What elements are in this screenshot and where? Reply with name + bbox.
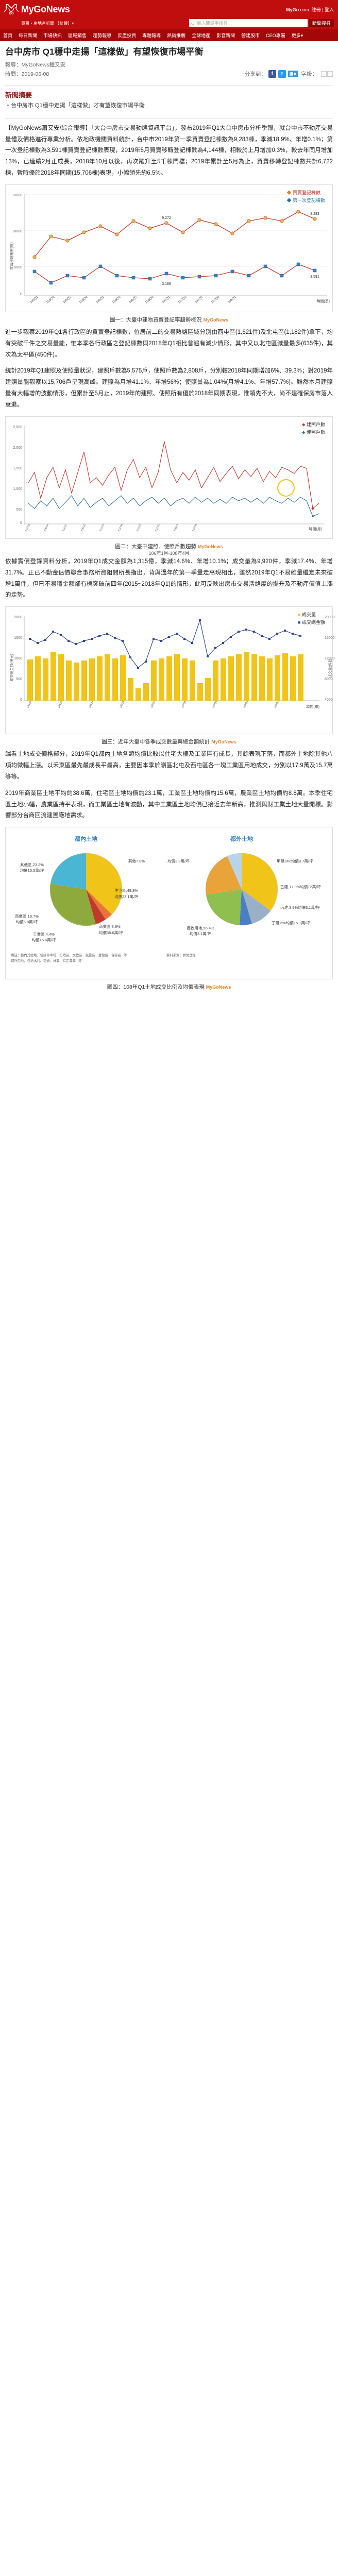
svg-text:20000: 20000 <box>325 616 335 619</box>
svg-text:均價38.6萬/坪: 均價38.6萬/坪 <box>99 930 123 935</box>
svg-text:500: 500 <box>16 508 22 512</box>
svg-text:買賣移轉棟數(棟): 買賣移轉棟數(棟) <box>9 242 14 270</box>
svg-text:住宅區,49.8%: 住宅區,49.8% <box>114 888 138 893</box>
svg-text:105Q4: 105Q4 <box>79 295 89 304</box>
svg-text:106/10: 106/10 <box>80 523 87 532</box>
svg-text:2,000: 2,000 <box>13 446 22 450</box>
svg-text:1,000: 1,000 <box>13 487 22 491</box>
svg-text:商業區,3.9%: 商業區,3.9% <box>99 924 121 929</box>
svg-text:成交量(件數): 成交量(件數) <box>328 657 332 678</box>
svg-text:105Q1: 105Q1 <box>29 295 39 304</box>
svg-text:時間(月): 時間(月) <box>309 527 322 531</box>
svg-text:9,283: 9,283 <box>310 212 319 216</box>
svg-text:107Q4: 107Q4 <box>211 295 221 304</box>
svg-text:104Q1: 104Q1 <box>57 700 63 708</box>
svg-text:都外土地: 都外土地 <box>230 835 253 842</box>
svg-text:9,272: 9,272 <box>162 216 171 220</box>
svg-text:都內土地: 都內土地 <box>74 835 97 842</box>
svg-text:5000: 5000 <box>14 266 22 269</box>
svg-text:107/04: 107/04 <box>117 523 124 532</box>
svg-text:106Q3: 106Q3 <box>128 295 138 304</box>
svg-text:106/01: 106/01 <box>25 523 31 532</box>
svg-text:均價23.1萬/坪: 均價23.1萬/坪 <box>114 894 139 899</box>
svg-text:105Q3: 105Q3 <box>119 700 125 708</box>
svg-text:成交總金額(億元): 成交總金額(億元) <box>9 654 14 682</box>
svg-text:106Q4: 106Q4 <box>145 295 155 304</box>
svg-text:10000: 10000 <box>12 230 23 233</box>
svg-text:106Q2: 106Q2 <box>150 700 156 708</box>
svg-text:4000: 4000 <box>325 698 333 702</box>
svg-text:GO: GO <box>9 12 14 15</box>
svg-text:107/07: 107/07 <box>136 523 142 532</box>
svg-text:2,500: 2,500 <box>13 426 22 429</box>
svg-text:105Q2: 105Q2 <box>46 295 56 304</box>
svg-text:1500: 1500 <box>14 636 22 640</box>
svg-text:106/07: 106/07 <box>62 523 68 532</box>
svg-text:工業區,4.4%: 工業區,4.4% <box>33 931 55 937</box>
svg-text:108/04: 108/04 <box>192 523 198 532</box>
svg-text:105Q3: 105Q3 <box>62 295 72 304</box>
svg-text:..均價3.3萬/坪: ..均價3.3萬/坪 <box>165 858 190 863</box>
svg-text:106Q1: 106Q1 <box>95 295 105 304</box>
svg-text:2000: 2000 <box>14 616 22 619</box>
svg-text:108Q1: 108Q1 <box>227 295 237 304</box>
svg-text:3,188: 3,188 <box>162 282 171 286</box>
svg-text:時間(季): 時間(季) <box>316 299 330 303</box>
svg-text:丙建,3.9%均價3.1萬/坪: 丙建,3.9%均價3.1萬/坪 <box>280 905 320 910</box>
svg-text:107Q1: 107Q1 <box>161 295 171 304</box>
svg-text:均價3.1萬/坪: 均價3.1萬/坪 <box>190 931 212 936</box>
svg-text:均價15.6萬/坪: 均價15.6萬/坪 <box>32 937 56 942</box>
svg-text:107Q4: 107Q4 <box>212 700 218 708</box>
svg-text:資料來源：實價登錄: 資料來源：實價登錄 <box>166 953 196 957</box>
svg-text:107Q1: 107Q1 <box>181 700 187 708</box>
svg-text:107Q2: 107Q2 <box>178 295 188 304</box>
svg-text:107Q3: 107Q3 <box>194 295 204 304</box>
svg-text:107/01: 107/01 <box>99 523 105 532</box>
svg-text:均價6.8萬/坪: 均價6.8萬/坪 <box>16 919 38 924</box>
svg-text:106Q2: 106Q2 <box>112 295 122 304</box>
svg-text:0: 0 <box>20 293 22 296</box>
svg-text:16000: 16000 <box>325 636 335 640</box>
svg-text:0: 0 <box>20 698 22 702</box>
svg-text:0: 0 <box>20 521 22 525</box>
svg-text:1,500: 1,500 <box>13 467 22 470</box>
svg-text:農牧用地,56.4%: 農牧用地,56.4% <box>187 925 214 930</box>
svg-text:丁建,6%均價15.1萬/坪: 丁建,6%均價15.1萬/坪 <box>272 920 310 925</box>
svg-text:1000: 1000 <box>14 657 22 660</box>
svg-text:3,591: 3,591 <box>310 275 319 279</box>
svg-text:時間(季): 時間(季) <box>306 704 319 709</box>
svg-text:其他區,23.2%: 其他區,23.2% <box>20 862 44 867</box>
svg-text:其他7.8%: 其他7.8% <box>128 858 145 863</box>
svg-text:15000: 15000 <box>12 194 23 197</box>
svg-text:104Q4: 104Q4 <box>88 700 94 708</box>
svg-text:均價15.5萬/坪: 均價15.5萬/坪 <box>20 868 44 873</box>
svg-text:商業區,19.7%: 商業區,19.7% <box>15 913 39 919</box>
svg-text:甲建,8%均價8.7萬/坪: 甲建,8%均價8.7萬/坪 <box>277 858 313 863</box>
svg-text:500: 500 <box>16 677 22 681</box>
svg-text:103Q1: 103Q1 <box>26 700 32 708</box>
svg-text:都外用地，包括水利、交通、林業、特定農業...等: 都外用地，包括水利、交通、林業、特定農業...等 <box>11 958 82 963</box>
svg-text:備註：都內其他地，包括停車塔、行政區、文教區、風景區、倉儲區: 備註：都內其他地，包括停車塔、行政區、文教區、風景區、倉儲區、保存區...等 <box>11 953 127 957</box>
svg-text:107/10: 107/10 <box>155 523 161 532</box>
svg-text:106/04: 106/04 <box>43 523 49 532</box>
svg-text:108Q3: 108Q3 <box>243 700 249 708</box>
svg-text:乙建,17.9%均價12萬/坪: 乙建,17.9%均價12萬/坪 <box>280 884 321 889</box>
svg-text:109Q2: 109Q2 <box>274 700 280 708</box>
svg-text:108/01: 108/01 <box>173 523 179 532</box>
